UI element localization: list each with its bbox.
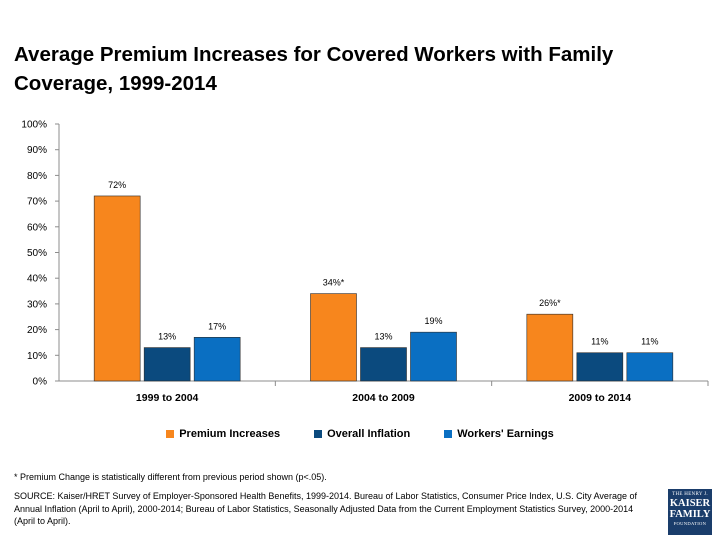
bar-chart: 0% 10% 20% 30% 40% 50% 60% 70% 80% 90% 100% 72% 13% 1… — [21, 120, 709, 404]
footnote: * Premium Change is statistically differ… — [14, 472, 327, 482]
logo-line-2: KAISER — [669, 498, 711, 509]
bar-premium-increases — [310, 293, 357, 382]
legend-label-premium-increases: Premium Increases — [179, 428, 281, 440]
logo-line-4: FOUNDATION — [673, 521, 707, 526]
bar-overall-inflation — [143, 347, 191, 382]
bar-workers-earnings — [626, 352, 674, 382]
logo-line-1: THE HENRY J. — [672, 492, 708, 497]
legend-item-workers-earnings: Workers' Earnings — [444, 428, 554, 440]
y-tick-label: 0% — [33, 377, 48, 388]
y-tick-label: 50% — [27, 248, 47, 259]
legend-swatch-workers-earnings — [444, 430, 453, 438]
bar-overall-inflation — [360, 347, 407, 382]
chart-legend: Premium Increases Overall Inflation Work… — [0, 428, 720, 440]
data-label: 72% — [108, 180, 126, 190]
data-label: 19% — [424, 316, 442, 326]
logo-line-3: FAMILY — [669, 509, 711, 520]
y-tick-label: 80% — [27, 171, 47, 182]
legend-swatch-overall-inflation — [314, 430, 323, 438]
data-label: 34%* — [323, 278, 345, 288]
y-tick-label: 70% — [27, 197, 47, 208]
y-tick-label: 20% — [27, 325, 47, 336]
data-label: 13% — [158, 332, 176, 342]
x-category-label: 2009 to 2014 — [569, 392, 632, 404]
bar-overall-inflation — [576, 352, 624, 382]
y-tick-label: 100% — [21, 120, 47, 131]
data-label: 26%* — [539, 298, 561, 308]
bar-workers-earnings — [193, 337, 241, 382]
legend-swatch-premium-increases — [166, 430, 175, 438]
y-tick-label: 30% — [27, 299, 47, 310]
legend-item-premium-increases: Premium Increases — [166, 428, 280, 440]
y-tick-label: 90% — [27, 145, 47, 156]
y-tick-label: 60% — [27, 222, 47, 233]
data-label: 11% — [641, 337, 658, 347]
data-label: 11% — [591, 337, 608, 347]
legend-label-workers-earnings: Workers' Earnings — [457, 428, 554, 440]
bar-premium-increases — [93, 195, 141, 382]
legend-label-overall-inflation: Overall Inflation — [327, 428, 411, 440]
chart-title: Average Premium Increases for Covered Wo… — [14, 43, 614, 95]
bar-premium-increases — [526, 313, 574, 382]
y-tick-label: 10% — [27, 351, 47, 362]
bar-workers-earnings — [410, 331, 457, 382]
kaiser-family-foundation-logo: THE HENRY J. KAISER FAMILY FOUNDATION — [668, 489, 712, 535]
x-category-label: 2004 to 2009 — [352, 392, 415, 404]
y-tick-label: 40% — [27, 274, 47, 285]
source-note: SOURCE: Kaiser/HRET Survey of Employer-S… — [14, 491, 637, 526]
legend-item-overall-inflation: Overall Inflation — [314, 428, 410, 440]
data-label: 17% — [208, 321, 226, 331]
data-label: 13% — [374, 332, 392, 342]
x-category-label: 1999 to 2004 — [136, 392, 199, 404]
